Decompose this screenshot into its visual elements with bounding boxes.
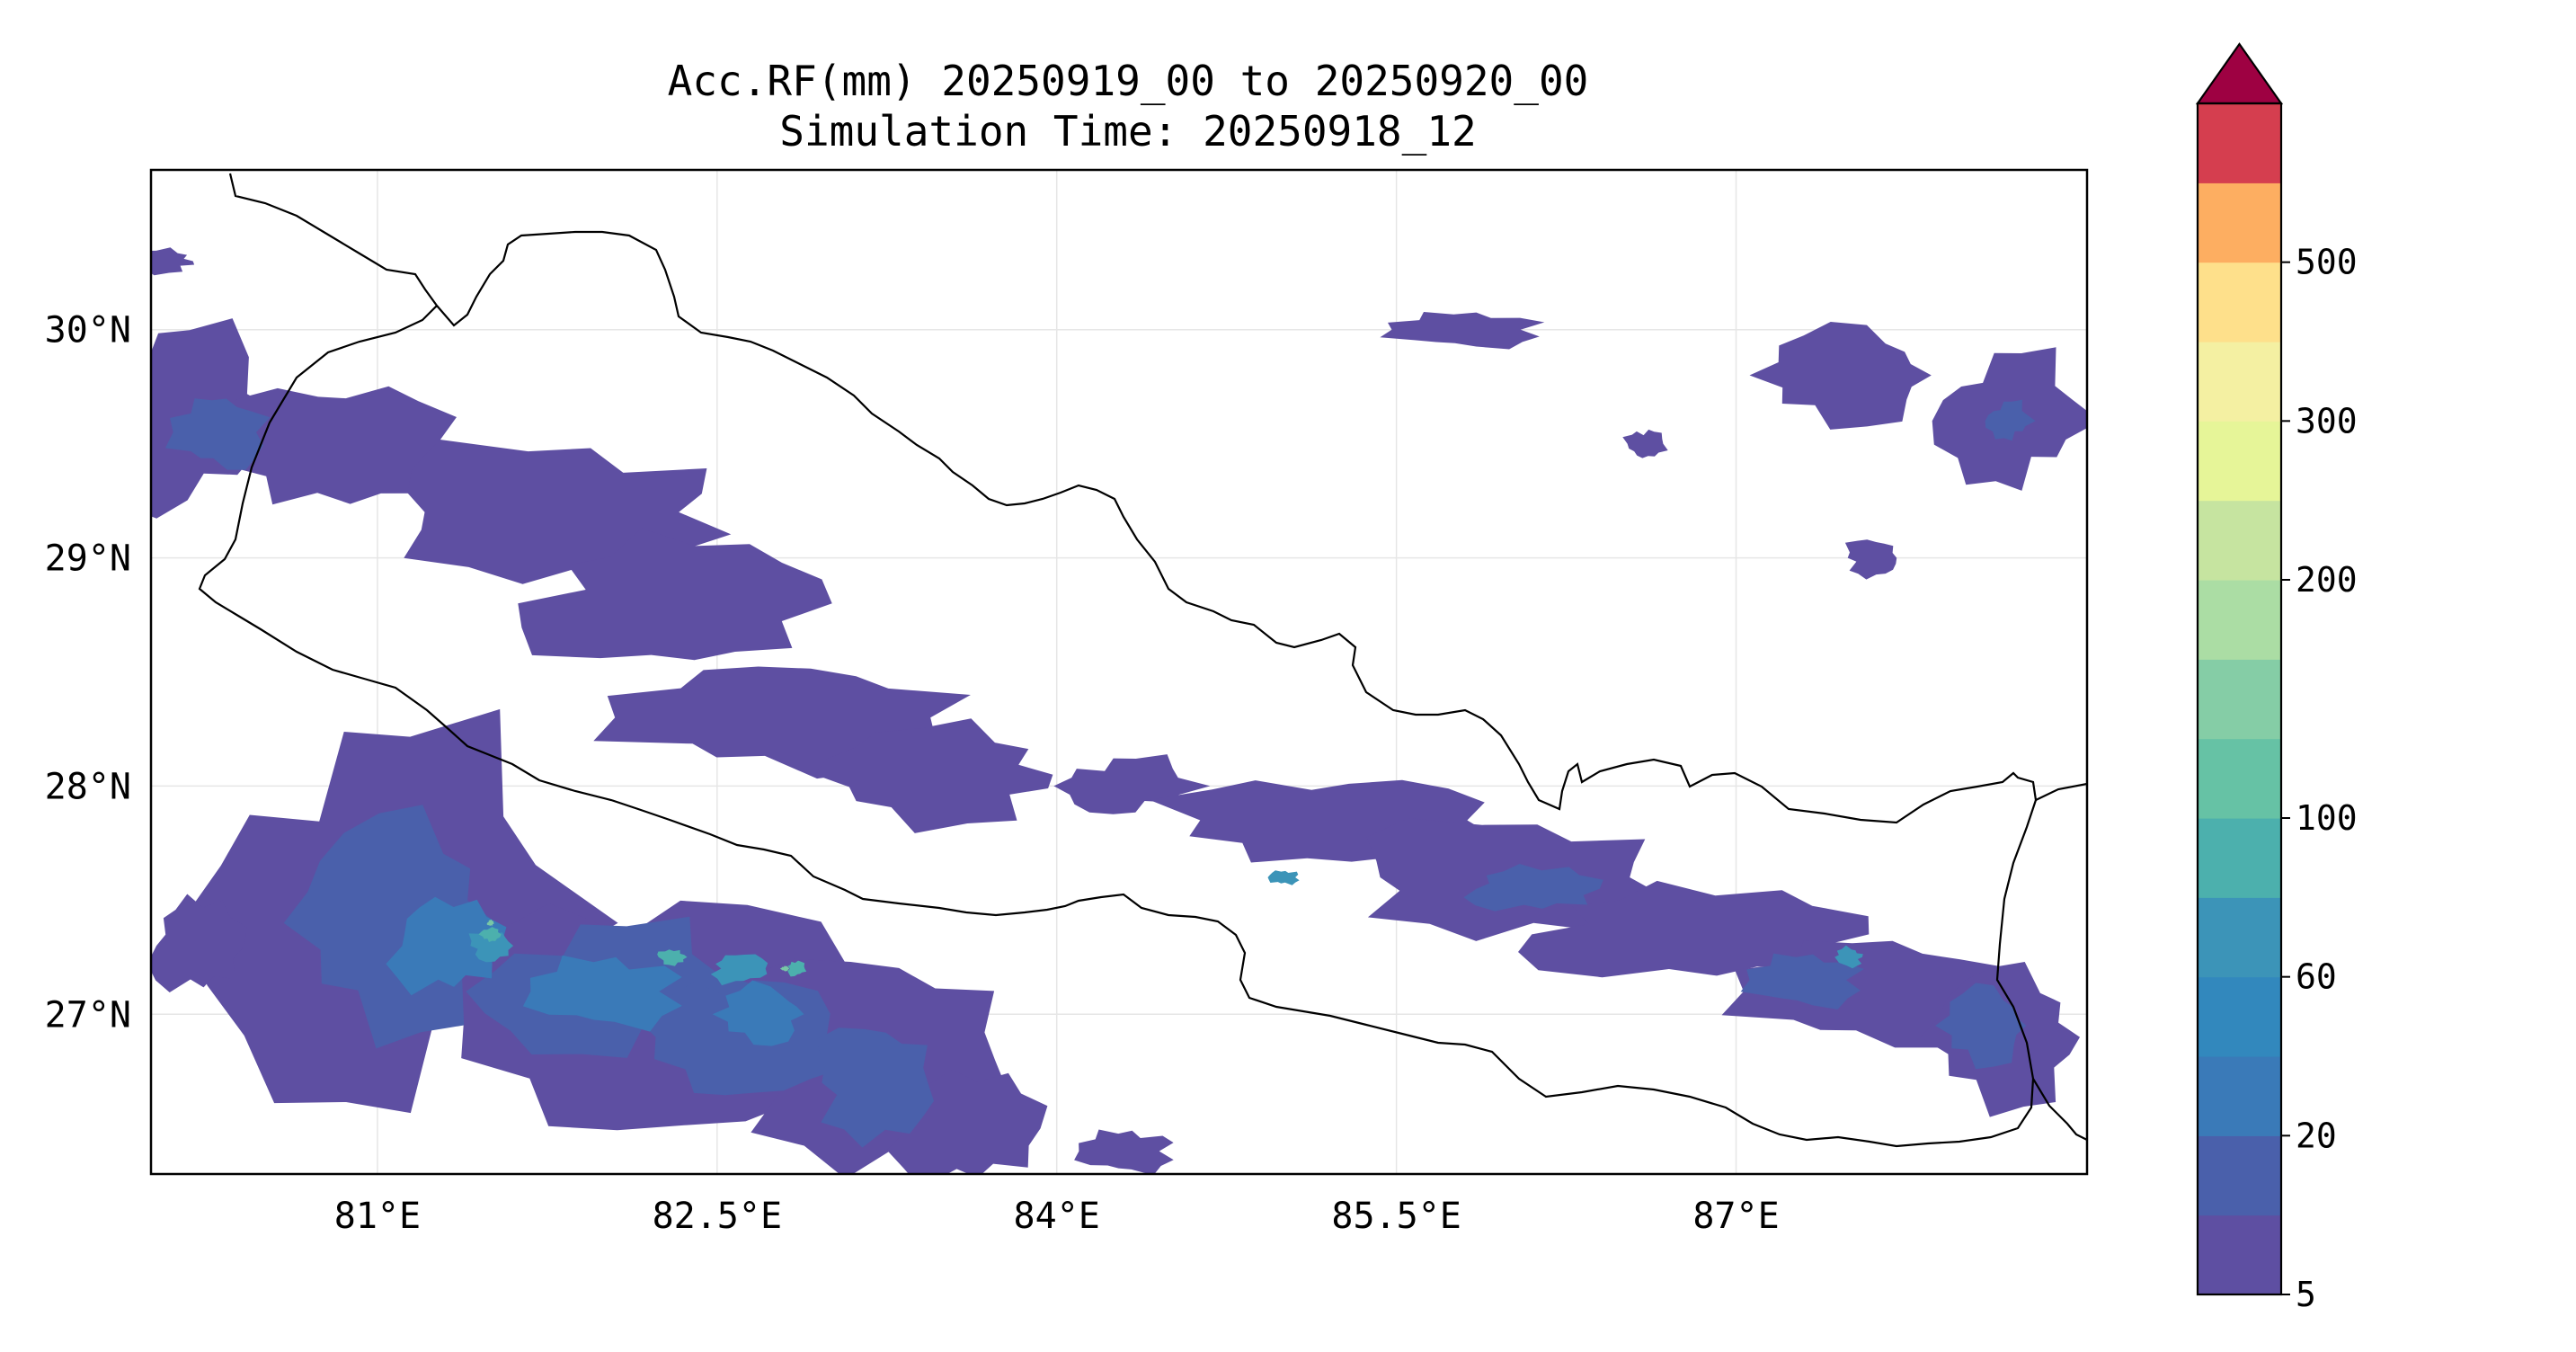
colorbar-segment bbox=[2198, 342, 2281, 422]
colorbar-tick-label: 300 bbox=[2296, 401, 2358, 440]
rain-contour bbox=[1463, 864, 1603, 912]
lat-tick-label: 28°N bbox=[45, 766, 131, 807]
title-line-1: Acc.RF(mm) 20250919_00 to 20250920_00 bbox=[668, 57, 1589, 105]
lon-tick-label: 81°E bbox=[334, 1196, 421, 1237]
colorbar-segment bbox=[2198, 659, 2281, 740]
lon-tick-label: 82.5°E bbox=[653, 1196, 783, 1237]
rain-contour bbox=[1074, 1129, 1174, 1174]
colorbar-tick-label: 20 bbox=[2296, 1116, 2337, 1155]
colorbar: 5 20 60 100 200 300 500 bbox=[2195, 42, 2358, 1314]
rain-contour bbox=[468, 930, 514, 963]
eastern-border bbox=[2032, 1078, 2087, 1141]
rain-contour bbox=[712, 980, 804, 1046]
rain-contour bbox=[815, 1027, 934, 1148]
rain-contour bbox=[151, 247, 195, 276]
lat-tick-label: 29°N bbox=[45, 538, 131, 580]
colorbar-segment bbox=[2198, 580, 2281, 660]
colorbar-segment bbox=[2198, 103, 2281, 183]
lat-tick-label: 27°N bbox=[45, 994, 131, 1036]
colorbar-segment bbox=[2198, 897, 2281, 978]
colorbar-segment bbox=[2198, 262, 2281, 342]
rain-contour bbox=[710, 954, 768, 986]
lon-tick-label: 85.5°E bbox=[1331, 1196, 1461, 1237]
lon-tick-label: 87°E bbox=[1692, 1196, 1779, 1237]
colorbar-segment bbox=[2198, 500, 2281, 581]
colorbar-frame bbox=[2196, 102, 2283, 1296]
india-china-border-east bbox=[2035, 782, 2087, 801]
rain-band-40-60 bbox=[468, 870, 1863, 986]
colorbar-segment bbox=[2198, 738, 2281, 819]
map-frame bbox=[149, 168, 2089, 1176]
colorbar-segment bbox=[2198, 818, 2281, 898]
colorbar-segment bbox=[2198, 421, 2281, 502]
colorbar-tick-label: 60 bbox=[2296, 957, 2337, 997]
rain-contour bbox=[478, 927, 502, 942]
rain-band-80-100 bbox=[486, 919, 790, 972]
rain-contour bbox=[386, 896, 507, 996]
rain-contour bbox=[1834, 945, 1863, 969]
rain-contour bbox=[164, 398, 271, 470]
rain-contour bbox=[518, 528, 832, 661]
title-line-2: Simulation Time: 20250918_12 bbox=[779, 107, 1476, 156]
rain-band-20-40 bbox=[386, 896, 804, 1046]
colorbar-segment bbox=[2198, 1135, 2281, 1216]
colorbar-segment bbox=[2198, 976, 2281, 1057]
map-area bbox=[149, 168, 2089, 1176]
rain-contour bbox=[1380, 312, 1545, 350]
country-borders bbox=[198, 173, 2087, 1148]
rain-contour bbox=[1267, 870, 1300, 885]
rainfall-contours bbox=[151, 247, 2087, 1174]
lat-tick-label: 30°N bbox=[45, 310, 131, 351]
rain-contour bbox=[1749, 322, 1932, 430]
rain-contour bbox=[522, 955, 682, 1032]
colorbar-segment bbox=[2198, 1214, 2281, 1295]
rain-contour bbox=[151, 894, 247, 992]
colorbar-tick-label: 200 bbox=[2296, 560, 2358, 600]
rain-contour bbox=[779, 965, 790, 972]
longitude-tick-labels: 81°E 82.5°E 84°E 85.5°E 87°E bbox=[334, 1196, 1780, 1237]
rain-contour bbox=[486, 919, 494, 926]
colorbar-tick-label: 500 bbox=[2296, 243, 2358, 282]
rain-band-60-80 bbox=[478, 927, 807, 977]
rain-contour bbox=[283, 805, 497, 1049]
rain-contour bbox=[814, 718, 1053, 833]
latitude-tick-labels: 30°N 29°N 28°N 27°N bbox=[45, 310, 131, 1036]
rain-contour bbox=[1935, 983, 2027, 1070]
rain-contour bbox=[657, 949, 688, 966]
colorbar-segment bbox=[2198, 182, 2281, 263]
lon-tick-label: 84°E bbox=[1014, 1196, 1100, 1237]
rain-contour bbox=[1985, 399, 2036, 441]
colorbar-tick-label: 100 bbox=[2296, 798, 2358, 838]
colorbar-extend-arrow bbox=[2195, 42, 2284, 105]
rain-contour bbox=[1518, 880, 1870, 978]
rain-contour bbox=[203, 386, 457, 505]
colorbar-segment bbox=[2198, 1056, 2281, 1136]
colorbar-tick-label: 5 bbox=[2296, 1275, 2316, 1314]
rain-contour bbox=[1740, 953, 1864, 1010]
rain-contour bbox=[1844, 539, 1897, 580]
rain-contour bbox=[787, 960, 807, 977]
nepal-border bbox=[198, 173, 2038, 1148]
rain-contour bbox=[1622, 429, 1668, 458]
